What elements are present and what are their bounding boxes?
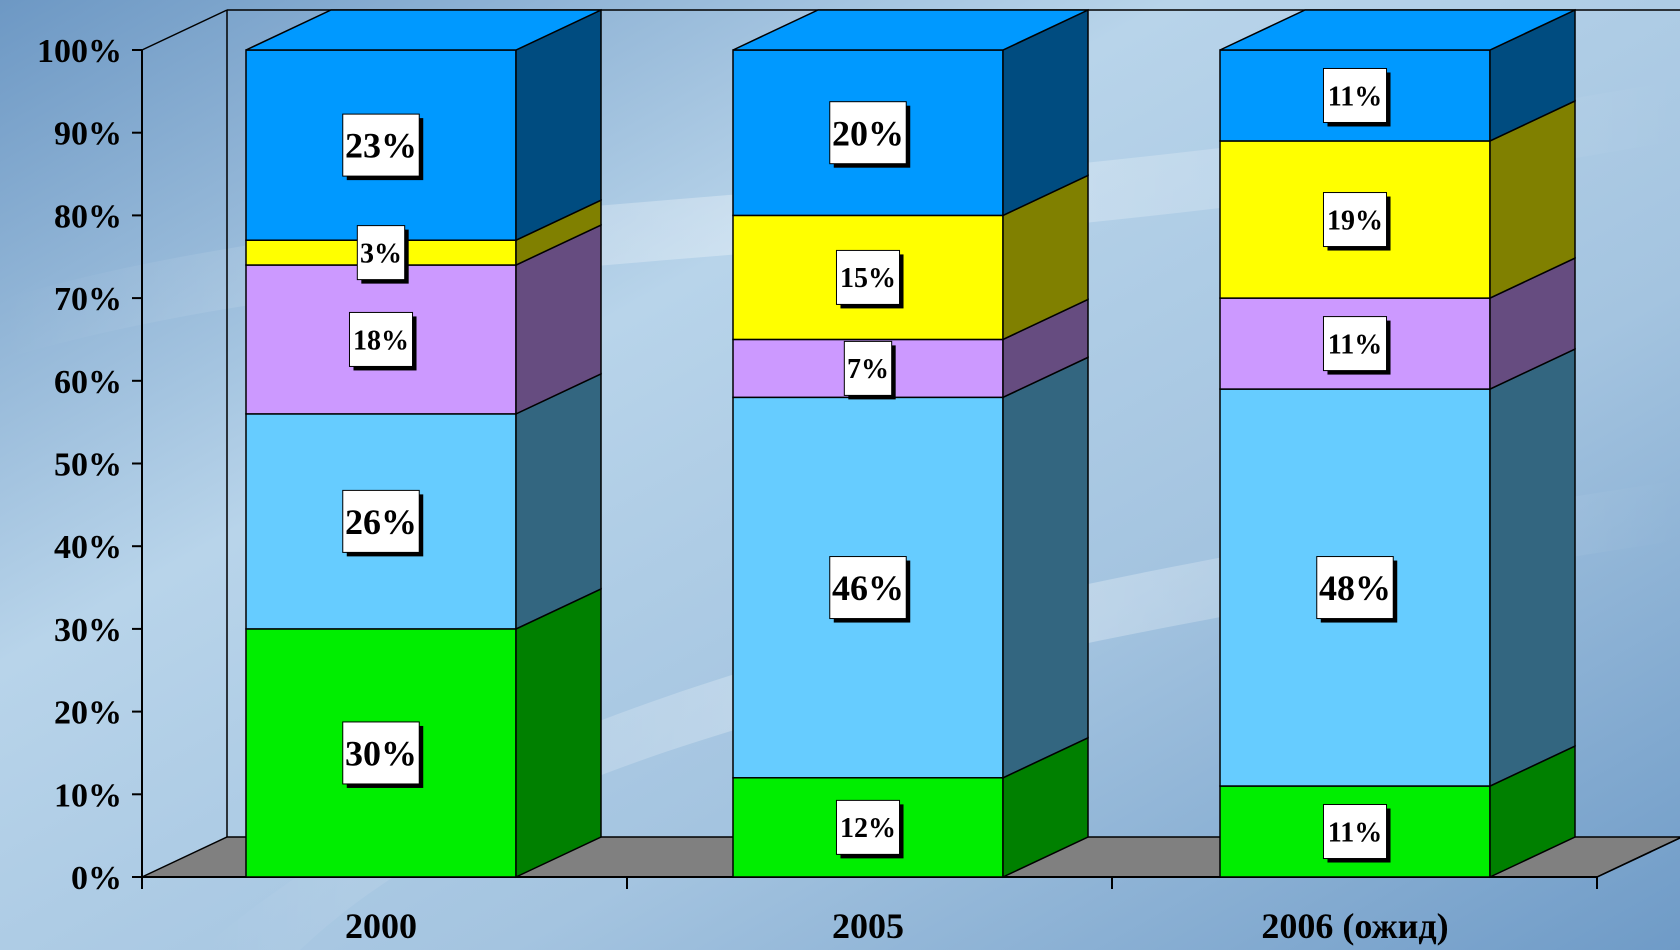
data-label-text: 19% [1327,205,1383,236]
x-tick-label: 2006 (ожид) [1261,906,1448,946]
data-label: 48% [1316,556,1398,623]
data-label-box [1316,556,1394,620]
data-label-box [835,249,901,305]
data-label: 19% [1322,192,1391,251]
data-label-box [1322,67,1388,123]
data-label-box [1322,804,1388,860]
data-label: 18% [348,311,417,371]
data-label-text: 18% [353,325,409,356]
bar-segment-side [515,372,602,631]
data-label-box [342,721,420,785]
data-label-box [342,489,420,553]
bar-stack [245,8,602,879]
bars [245,8,1576,879]
bar-top [1219,9,1576,51]
y-tick-label: 90% [54,116,122,153]
data-label: 11% [1322,67,1391,127]
data-label-text: 11% [1328,329,1382,360]
data-label-text: 20% [832,113,904,153]
data-label-text: 46% [832,568,904,608]
data-label-box [348,311,414,367]
y-tick-label: 50% [54,447,122,484]
y-tick-label: 70% [54,281,122,318]
y-axis: 0% 10% 20% 30% 40% 50% 60% 70% 80% 90% 100% [37,9,228,897]
y-axis-top-edge [141,9,228,51]
bar-segment-side [515,587,602,879]
floor-right-edge [1596,837,1680,878]
data-label-text: 26% [345,502,417,542]
data-label-text: 3% [360,238,402,269]
y-tick-label: 20% [54,695,122,732]
data-label: 12% [835,799,904,859]
data-label-box [356,225,406,281]
data-label-text: 11% [1328,81,1382,112]
bar-segment-side [1002,356,1089,779]
data-label: 23% [342,113,424,181]
bar-stack [732,8,1089,879]
data-label-text: 30% [345,734,417,774]
data-label-box [843,340,893,396]
data-label: 11% [1322,804,1391,863]
data-label: 3% [356,225,409,284]
data-label-text: 23% [345,126,417,166]
data-label: 30% [342,721,424,788]
y-tick-label: 80% [54,198,122,235]
data-label-box [829,101,907,165]
bar-segment-side [1489,347,1576,788]
data-label-box [835,799,901,855]
data-label: 15% [835,249,904,309]
data-label-text: 7% [847,354,889,385]
bar-stack [1219,8,1576,879]
y-tick-label: 100% [37,33,122,70]
data-label-text: 11% [1328,817,1382,848]
data-label-box [1322,192,1388,248]
data-label: 11% [1322,316,1391,375]
y-tick-label: 30% [54,612,122,649]
data-label: 7% [843,340,896,400]
data-label-box [829,556,907,620]
bar-top [245,9,602,51]
data-labels: 30% 26% 18% 3% 23% 12% 46% 7% 15% 20% 11% 48% 11% 19%… [342,67,1398,863]
x-tick-label: 2000 [345,906,417,946]
data-label-text: 15% [840,263,896,294]
y-tick-label: 10% [54,777,122,814]
data-label: 20% [829,101,911,168]
y-tick-label: 40% [54,529,122,566]
x-tick-label: 2005 [832,906,904,946]
y-tick-label: 0% [71,860,122,897]
data-label: 26% [342,489,424,557]
data-label-box [342,113,420,177]
data-label-box [1322,316,1388,372]
data-label-text: 48% [1319,568,1391,608]
data-label-text: 12% [840,813,896,844]
y-tick-label: 60% [54,364,122,401]
bar-top [732,9,1089,51]
data-label: 46% [829,556,911,623]
